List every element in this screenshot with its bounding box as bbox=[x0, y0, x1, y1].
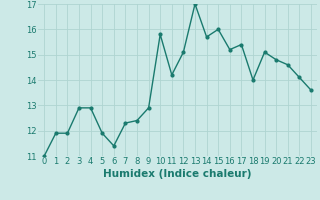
X-axis label: Humidex (Indice chaleur): Humidex (Indice chaleur) bbox=[103, 169, 252, 179]
